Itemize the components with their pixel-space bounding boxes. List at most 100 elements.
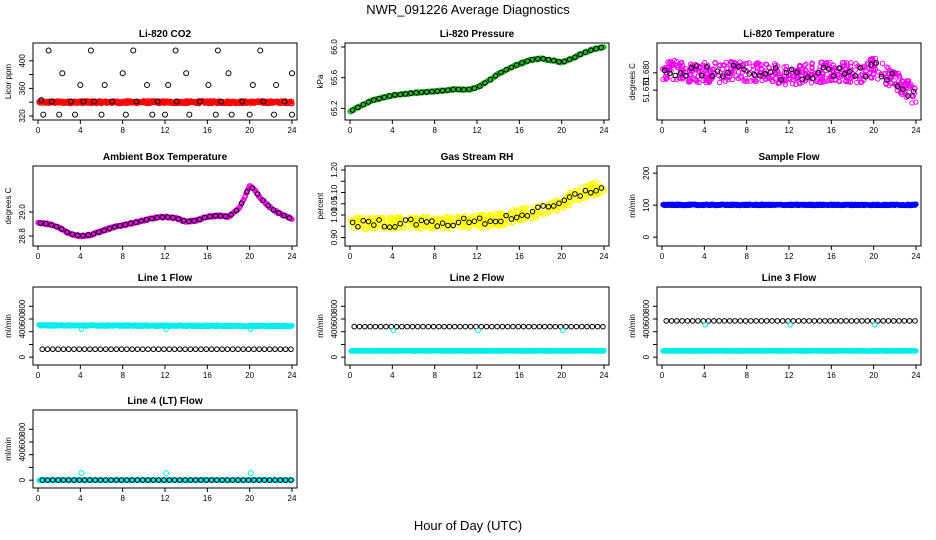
average-point xyxy=(92,346,98,353)
data-point xyxy=(507,210,514,216)
average-point xyxy=(763,318,770,324)
average-point xyxy=(693,63,700,69)
average-point xyxy=(450,222,456,229)
average-point xyxy=(841,71,848,77)
average-point xyxy=(547,323,553,330)
average-point xyxy=(376,217,382,223)
series-temperature xyxy=(35,183,295,240)
data-point xyxy=(45,47,52,54)
average-point xyxy=(376,95,382,102)
data-point xyxy=(149,111,156,118)
x-tick-label: 0 xyxy=(660,371,665,380)
series-flow xyxy=(660,201,919,209)
plot-frame xyxy=(32,42,298,121)
average-point xyxy=(150,346,157,353)
data-point xyxy=(687,61,694,67)
data-point xyxy=(820,62,827,69)
x-tick-label: 16 xyxy=(203,371,212,380)
plot-frame xyxy=(344,165,610,247)
x-tick-label: 0 xyxy=(660,252,665,261)
x-tick-label: 24 xyxy=(600,371,609,380)
average-point xyxy=(155,346,162,353)
y-axis-label: ml/min xyxy=(4,437,13,461)
y-axis-label: ml/min xyxy=(628,194,637,218)
average-point xyxy=(386,93,393,99)
data-point xyxy=(906,82,913,89)
x-tick-label: 20 xyxy=(869,126,878,135)
average-point xyxy=(182,346,188,353)
average-point xyxy=(43,220,49,227)
data-point xyxy=(863,67,869,74)
average-point xyxy=(726,318,733,324)
y-tick-label: 400 xyxy=(642,325,651,339)
y-tick-label: 400 xyxy=(18,448,27,462)
data-point xyxy=(875,76,881,82)
x-tick-label: 16 xyxy=(203,494,212,503)
x-tick-label: 0 xyxy=(348,371,353,380)
average-point xyxy=(59,226,65,232)
average-point xyxy=(201,214,208,221)
average-point xyxy=(589,323,596,330)
plot-frame xyxy=(344,42,610,121)
average-point xyxy=(864,318,871,324)
average-point xyxy=(508,64,515,71)
data-point xyxy=(528,215,534,221)
average-point xyxy=(489,323,495,330)
average-point xyxy=(737,318,744,324)
average-point xyxy=(434,88,441,94)
average-point xyxy=(884,77,890,83)
x-tick-label: 4 xyxy=(702,252,707,261)
average-point xyxy=(122,221,129,228)
y-tick-label: 400 xyxy=(330,325,339,339)
average-point xyxy=(853,318,860,324)
data-point xyxy=(461,213,467,219)
data-point xyxy=(360,214,367,220)
x-tick-label: 12 xyxy=(161,126,170,135)
average-point xyxy=(894,83,901,89)
average-point xyxy=(256,346,262,353)
average-point xyxy=(261,346,268,353)
average-point xyxy=(535,56,541,62)
data-point xyxy=(866,70,873,77)
average-point xyxy=(418,217,425,224)
data-point xyxy=(281,98,288,105)
x-tick-label: 20 xyxy=(245,252,254,261)
average-point xyxy=(362,323,368,330)
data-point xyxy=(427,225,434,232)
y-axis-label: Licor ppm xyxy=(4,64,13,99)
average-point xyxy=(568,323,574,330)
y-tick-label: 360 xyxy=(18,81,27,95)
average-point xyxy=(381,223,388,230)
average-point xyxy=(402,91,409,97)
average-point xyxy=(365,218,372,225)
data-point xyxy=(848,75,854,81)
x-tick-label: 24 xyxy=(912,252,921,261)
y-tick-label: 400 xyxy=(18,54,27,68)
x-tick-label: 0 xyxy=(36,494,41,503)
data-point xyxy=(739,62,745,68)
data-point xyxy=(183,70,190,77)
data-point xyxy=(173,98,180,105)
data-point xyxy=(885,65,892,71)
average-point xyxy=(478,323,485,330)
data-point xyxy=(755,60,761,66)
panel-title: Ambient Box Temperature xyxy=(103,152,228,163)
average-point xyxy=(223,213,229,220)
average-point xyxy=(482,221,488,227)
x-tick-label: 4 xyxy=(702,371,707,380)
x-tick-label: 8 xyxy=(120,252,125,261)
average-point xyxy=(55,346,61,353)
average-point xyxy=(732,318,738,324)
data-point xyxy=(800,69,806,76)
average-point xyxy=(229,346,236,353)
x-tick-label: 12 xyxy=(161,494,170,503)
average-point xyxy=(716,318,722,324)
data-point xyxy=(869,75,875,81)
data-point xyxy=(671,57,678,64)
average-point xyxy=(487,76,494,83)
data-point xyxy=(859,65,866,71)
average-point xyxy=(402,217,409,223)
average-point xyxy=(561,58,568,65)
outlier-point xyxy=(559,327,566,334)
